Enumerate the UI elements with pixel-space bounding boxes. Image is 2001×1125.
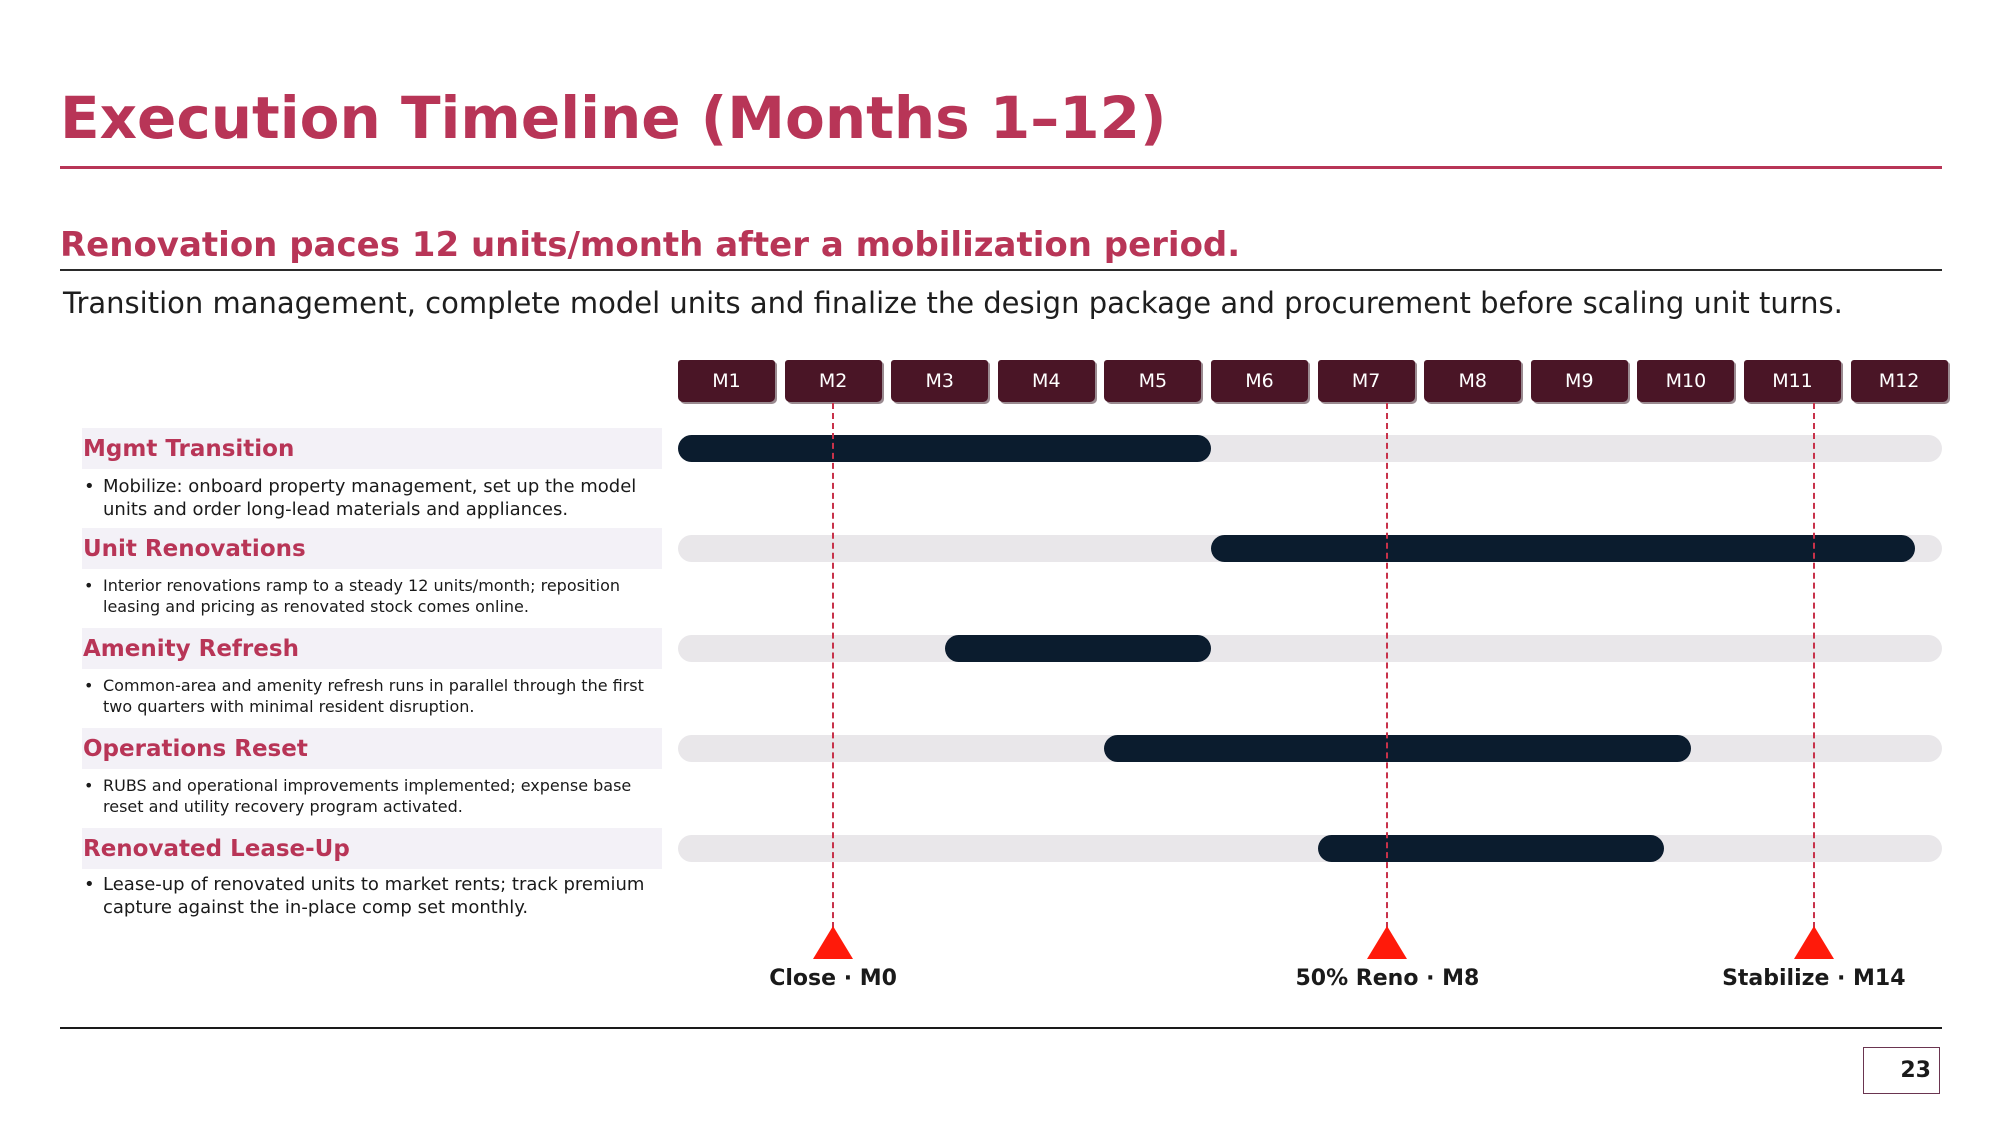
milestone-triangle-icon: [1367, 926, 1408, 959]
task-bar: [1211, 535, 1915, 562]
milestone-line: [1386, 403, 1389, 958]
intro-text: Transition management, complete model un…: [63, 286, 1843, 320]
task-label: Mgmt Transition: [82, 428, 662, 469]
milestone-line: [1812, 403, 1815, 958]
month-header-m3: M3: [891, 360, 989, 402]
milestone-label: 50% Reno · M8: [1295, 966, 1480, 991]
month-header-m1: M1: [678, 360, 775, 402]
milestone-line: [832, 403, 835, 958]
task-description-text: Lease-up of renovated units to market re…: [103, 874, 645, 918]
month-header-m7: M7: [1317, 360, 1415, 402]
task-label: Operations Reset: [82, 728, 662, 769]
month-header-m2: M2: [784, 360, 882, 402]
task-label: Renovated Lease-Up: [82, 828, 662, 869]
footer-divider: [60, 1027, 1942, 1029]
bullet-icon: •: [84, 476, 95, 497]
month-header-m9: M9: [1530, 360, 1628, 402]
month-header-m4: M4: [997, 360, 1095, 402]
task-description-text: Common-area and amenity refresh runs in …: [103, 676, 644, 716]
bullet-icon: •: [84, 776, 94, 795]
bullet-icon: •: [84, 874, 95, 895]
task-label: Amenity Refresh: [82, 628, 662, 669]
month-header-m8: M8: [1424, 360, 1522, 402]
task-bar: [1104, 735, 1691, 762]
task-track: [678, 835, 1942, 862]
subtitle-divider: [60, 269, 1942, 271]
milestone-triangle-icon: [813, 926, 854, 959]
milestone-label: Close · M0: [769, 966, 897, 991]
month-header-m11: M11: [1744, 360, 1841, 402]
task-bar: [1317, 835, 1665, 862]
task-bar: [944, 635, 1211, 662]
month-header-m10: M10: [1637, 360, 1735, 402]
milestone-label: Stabilize · M14: [1722, 966, 1906, 991]
task-description-text: Interior renovations ramp to a steady 12…: [103, 576, 621, 616]
month-header-m12: M12: [1850, 360, 1948, 402]
task-description-text: Mobilize: onboard property management, s…: [103, 476, 637, 520]
milestone-triangle-icon: [1793, 926, 1834, 959]
task-track: [678, 635, 1942, 662]
page-number: 23: [1863, 1047, 1940, 1094]
task-description-text: RUBS and operational improvements implem…: [103, 776, 632, 816]
bullet-icon: •: [84, 676, 94, 695]
month-header-m5: M5: [1104, 360, 1202, 402]
title-divider: [60, 166, 1942, 169]
bullet-icon: •: [84, 576, 94, 595]
task-bar: [678, 435, 1211, 462]
month-header-m6: M6: [1211, 360, 1308, 402]
page-subtitle: Renovation paces 12 units/month after a …: [60, 225, 1241, 265]
task-label: Unit Renovations: [82, 528, 662, 569]
page-title: Execution Timeline (Months 1–12): [60, 84, 1167, 152]
